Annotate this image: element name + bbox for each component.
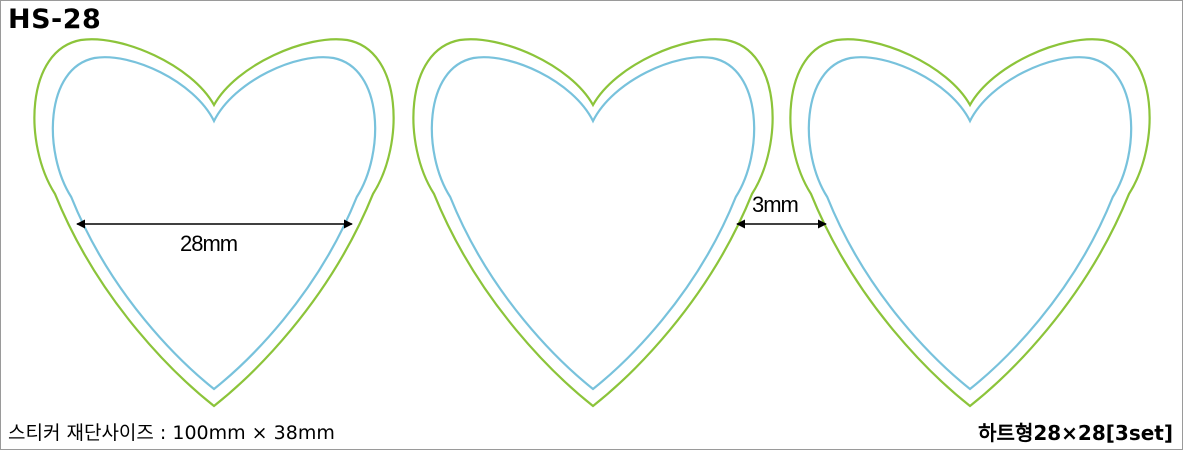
heart-2-outer-cut-line: [412, 38, 774, 408]
heart-3: [789, 38, 1151, 408]
product-name-label: 하트형28×28[3set]: [978, 421, 1173, 445]
page-title: HS-28: [8, 4, 102, 35]
heart-1-outer-cut-line: [33, 38, 395, 408]
gap-dimension-label: 3mm: [752, 192, 798, 217]
heart-1-inner-line: [51, 56, 377, 391]
cut-size-label: 스티커 재단사이즈 : 100mm × 38mm: [8, 422, 335, 444]
width-dimension-label: 28mm: [180, 231, 237, 256]
heart-3-outer-cut-line: [789, 38, 1151, 408]
heart-2-inner-line: [430, 56, 756, 391]
heart-2: [412, 38, 774, 408]
heart-1: [33, 38, 395, 408]
heart-3-inner-line: [807, 56, 1133, 391]
